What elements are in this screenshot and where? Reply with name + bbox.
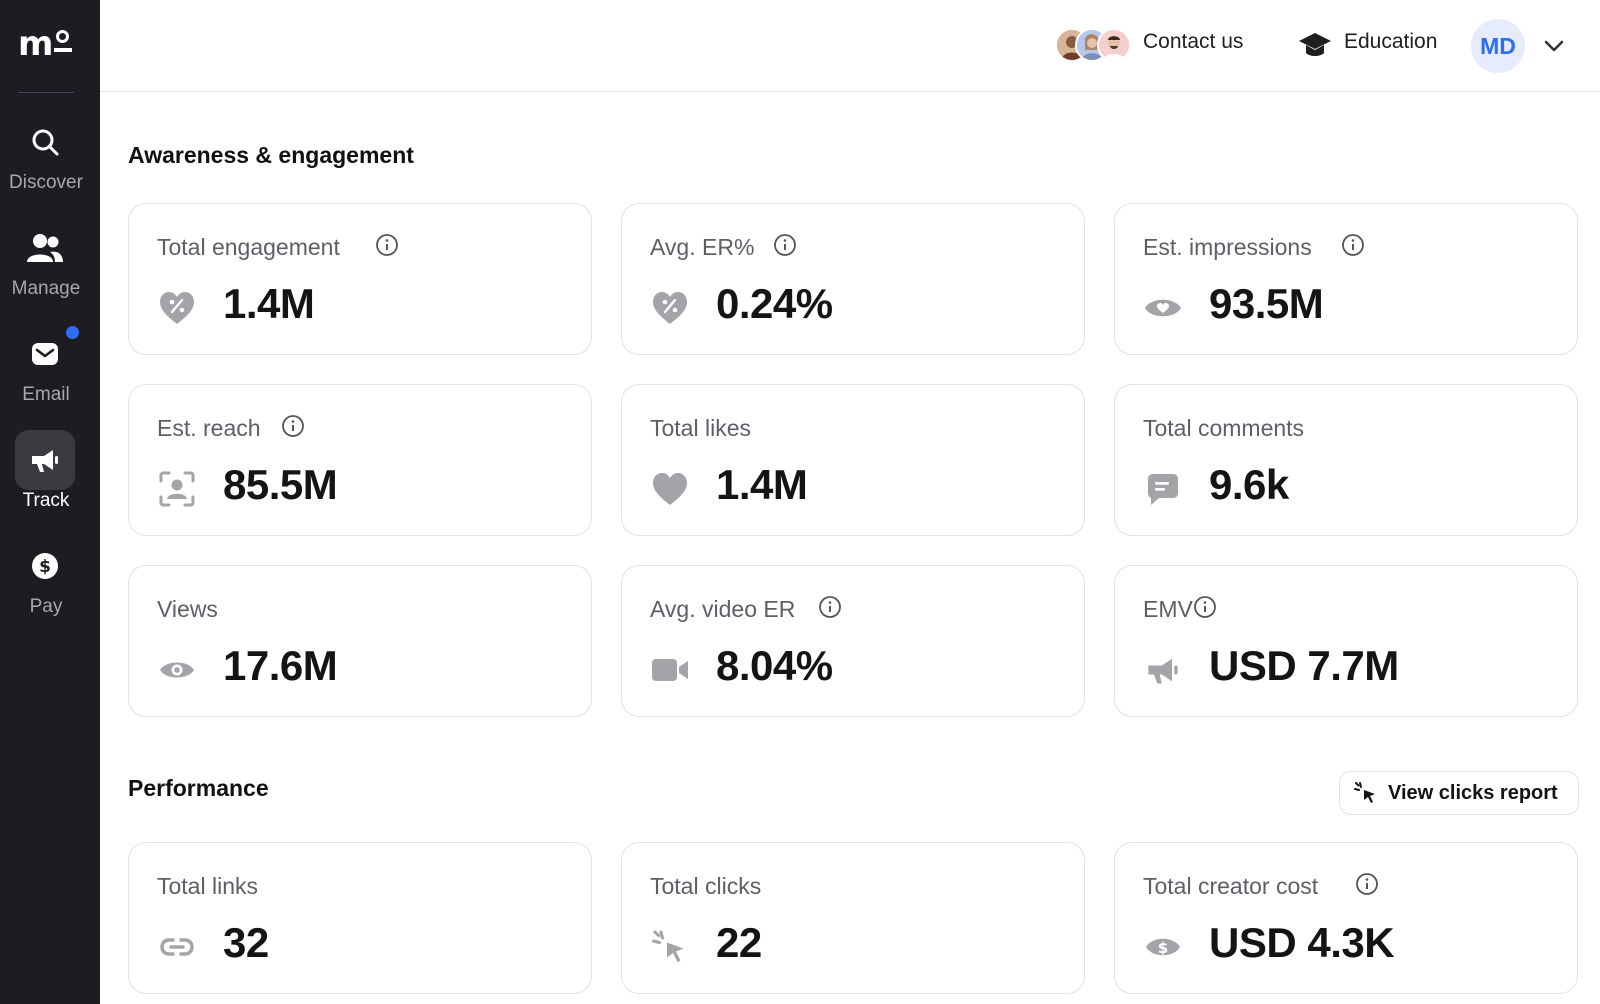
metric-label: Total comments [1143, 415, 1305, 441]
metric-value: 22 [716, 919, 762, 966]
metric-value: 1.4M [223, 280, 315, 327]
education-link[interactable]: Education [1344, 30, 1438, 53]
awareness-section-title: Awareness & engagement [128, 142, 414, 168]
metric-label: Total links [157, 873, 258, 899]
metric-card-total-engagement: Total engagement 1.4M [128, 203, 592, 355]
metric-label: Est. impressions [1143, 234, 1312, 260]
metric-card-est-impressions: Est. impressions 93.5M [1114, 203, 1578, 355]
sidebar-item-label: Track [22, 490, 70, 511]
info-icon[interactable] [1193, 595, 1217, 619]
metric-label: Total likes [650, 415, 751, 441]
sidebar-item-manage[interactable]: Manage [0, 218, 100, 314]
app-logo[interactable]: m [18, 26, 78, 62]
metric-card-emv: EMV USD 7.7M [1114, 565, 1578, 717]
users-icon [15, 218, 75, 278]
info-icon[interactable] [281, 414, 305, 438]
heart-icon [650, 469, 690, 509]
info-icon[interactable] [375, 233, 399, 257]
metric-label: Total engagement [157, 234, 340, 260]
performance-section-title: Performance [128, 775, 269, 801]
metric-card-avg-video-er: Avg. video ER 8.04% [621, 565, 1085, 717]
mail-icon [15, 324, 75, 384]
metric-label: Avg. video ER [650, 596, 796, 622]
metric-card-est-reach: Est. reach 85.5M [128, 384, 592, 536]
sidebar-item-label: Pay [29, 596, 63, 617]
megaphone-icon [15, 430, 75, 490]
link-icon [157, 927, 197, 967]
contact-avatars[interactable] [1055, 28, 1135, 62]
search-icon [15, 112, 75, 172]
avatar [1097, 28, 1131, 62]
metric-value: 93.5M [1209, 280, 1324, 327]
info-icon[interactable] [1341, 233, 1365, 257]
graduation-cap-icon [1299, 33, 1331, 56]
metric-card-views: Views 17.6M [128, 565, 592, 717]
metric-value: 9.6k [1209, 461, 1289, 508]
metric-value: 85.5M [223, 461, 338, 508]
sidebar-item-track[interactable]: Track [0, 430, 100, 526]
metric-value: 8.04% [716, 642, 833, 689]
metric-label: Total clicks [650, 873, 762, 899]
metric-card-avg-er: Avg. ER% 0.24% [621, 203, 1085, 355]
reach-icon [157, 469, 197, 509]
sidebar-item-discover[interactable]: Discover [0, 112, 100, 208]
view-clicks-report-button[interactable]: View clicks report [1339, 771, 1579, 815]
eye-icon [157, 650, 197, 690]
metric-label: Est. reach [157, 415, 261, 441]
sidebar-item-label: Manage [11, 278, 81, 299]
metric-value: 32 [223, 919, 269, 966]
metric-card-total-comments: Total comments 9.6k [1114, 384, 1578, 536]
comment-icon [1143, 469, 1183, 509]
eye-filled-icon [1143, 288, 1183, 328]
sidebar-item-pay[interactable]: $ Pay [0, 536, 100, 632]
sidebar-item-label: Discover [9, 172, 83, 193]
click-icon [650, 927, 690, 967]
sidebar-item-email[interactable]: Email [0, 324, 100, 420]
metric-card-total-likes: Total likes 1.4M [621, 384, 1085, 536]
metric-value: 17.6M [223, 642, 338, 689]
metric-value: 1.4M [716, 461, 808, 508]
video-icon [650, 650, 690, 690]
sidebar-divider [18, 92, 74, 93]
top-header: Contact us Education MD [100, 0, 1600, 92]
info-icon[interactable] [773, 233, 797, 257]
metric-value: 0.24% [716, 280, 833, 327]
heart-percent-icon [650, 288, 690, 328]
metric-card-total-links: Total links 32 [128, 842, 592, 994]
email-notification-badge [66, 326, 79, 339]
metric-label: Avg. ER% [650, 234, 755, 260]
metric-label: Total creator cost [1143, 873, 1319, 899]
metric-card-total-creator-cost: Total creator cost $ USD 4.3K [1114, 842, 1578, 994]
metric-value: USD 7.7M [1209, 642, 1399, 689]
info-icon[interactable] [818, 595, 842, 619]
metric-card-total-clicks: Total clicks 22 [621, 842, 1085, 994]
user-avatar[interactable]: MD [1471, 19, 1525, 73]
info-icon[interactable] [1355, 872, 1379, 896]
dollar-icon: $ [15, 536, 75, 596]
click-icon [1354, 782, 1375, 803]
money-icon: $ [1143, 927, 1183, 967]
megaphone-icon [1143, 650, 1183, 690]
sidebar: m Discover Manage Email Track $ Pay [0, 0, 100, 1004]
metric-label: Views [157, 596, 218, 622]
metric-label: EMV [1143, 596, 1193, 622]
heart-percent-icon [157, 288, 197, 328]
view-clicks-report-label: View clicks report [1388, 781, 1558, 804]
svg-text:$: $ [1158, 939, 1168, 957]
contact-us-link[interactable]: Contact us [1143, 30, 1244, 53]
metric-value: USD 4.3K [1209, 919, 1395, 966]
sidebar-item-label: Email [22, 384, 70, 405]
chevron-down-icon[interactable] [1542, 34, 1566, 58]
svg-text:$: $ [39, 557, 51, 577]
